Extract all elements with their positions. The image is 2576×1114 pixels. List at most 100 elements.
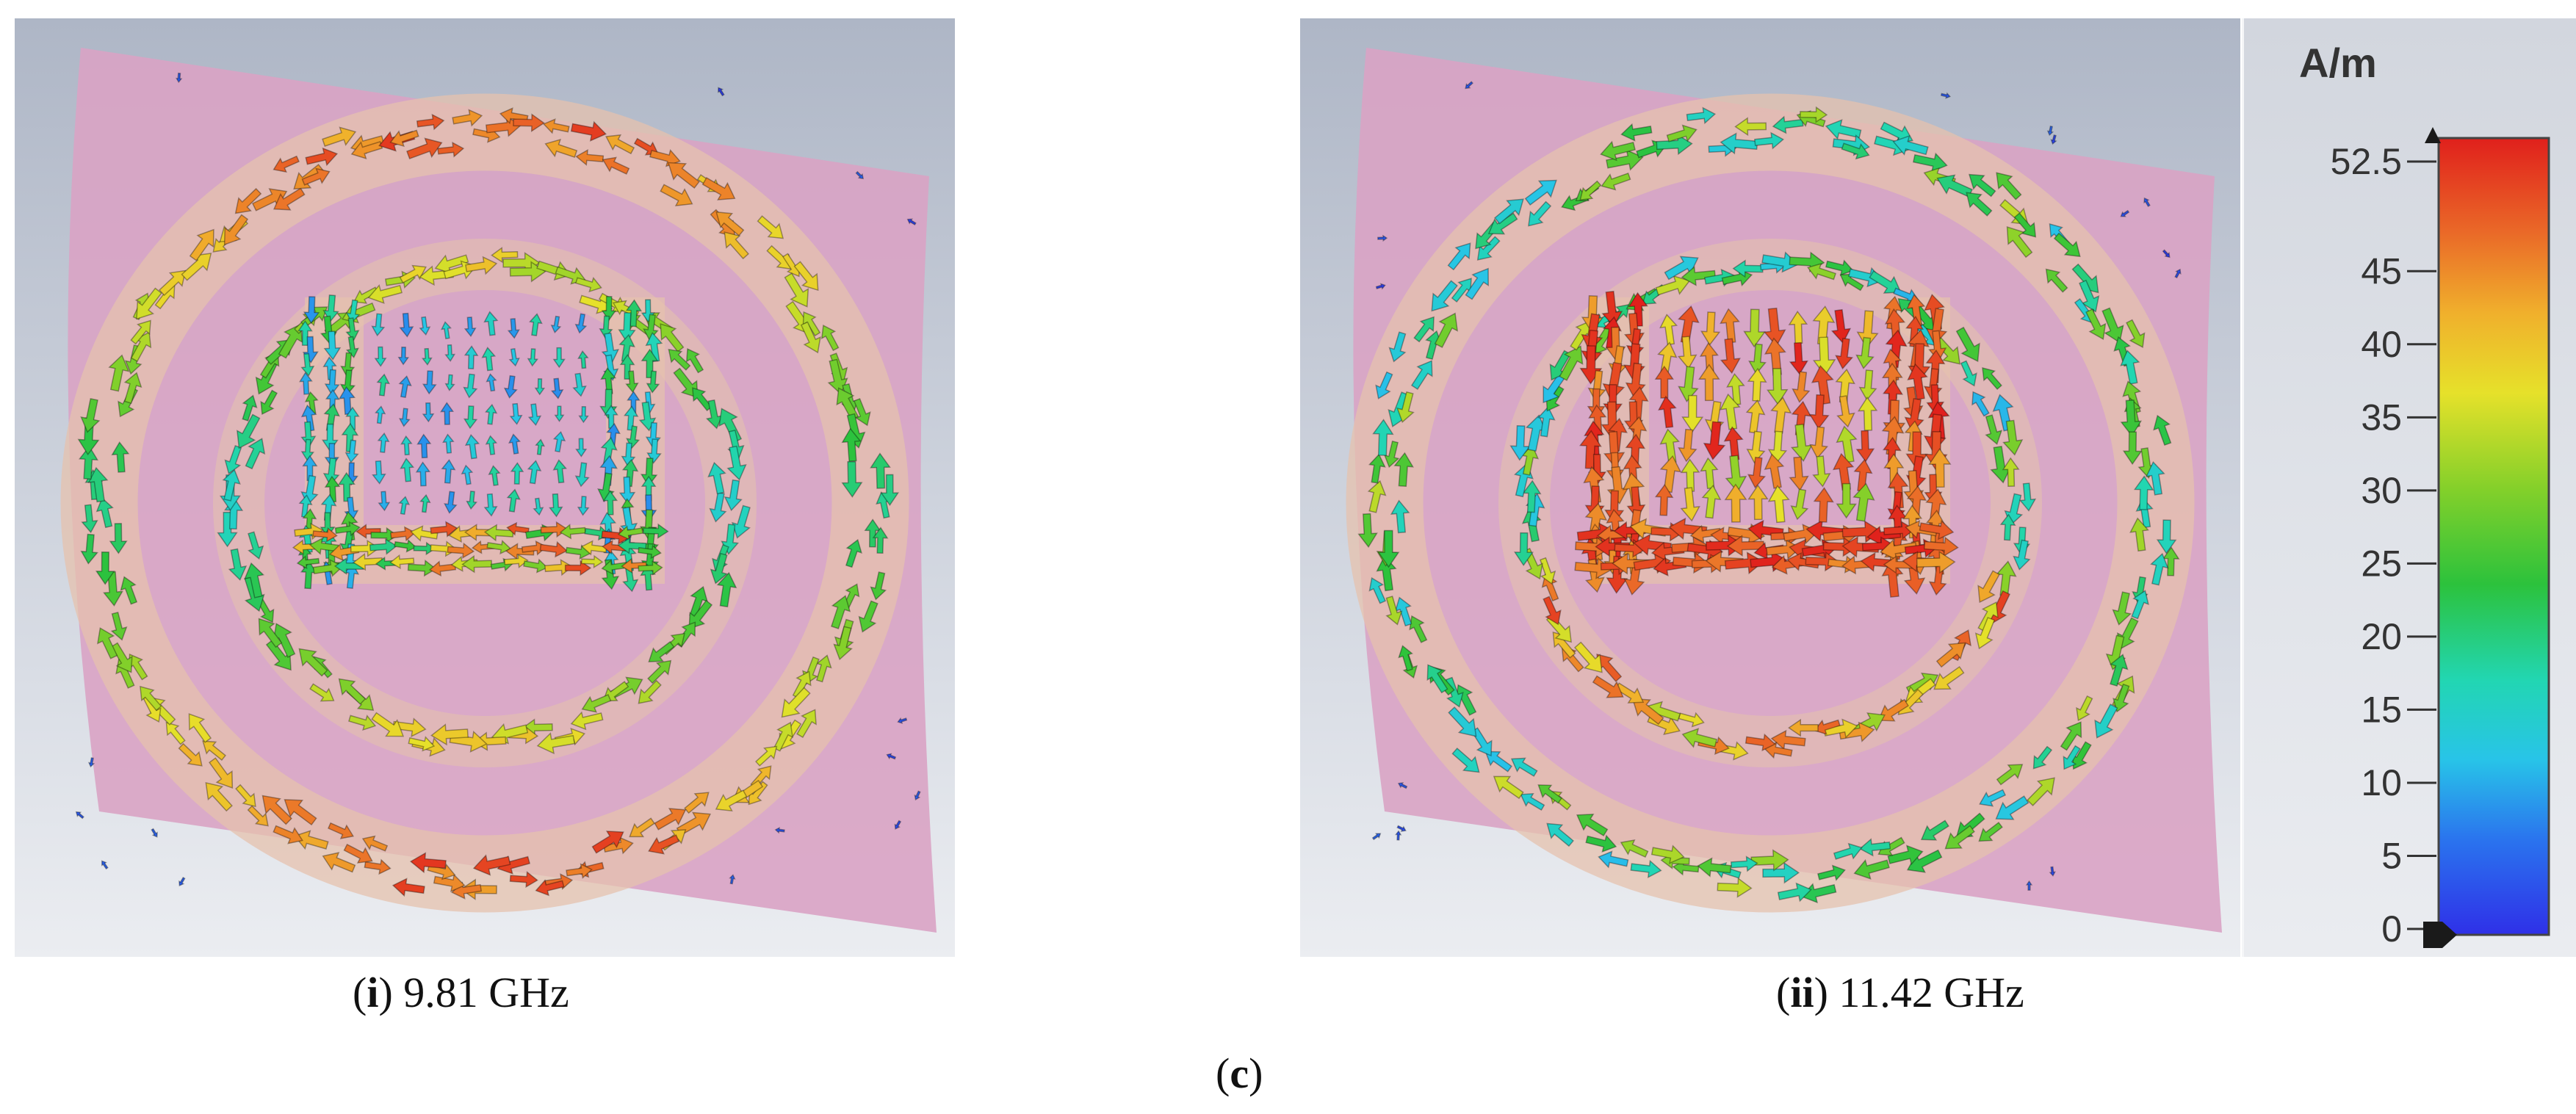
current-arrow bbox=[1484, 750, 1512, 773]
current-arrow bbox=[140, 685, 162, 712]
max-marker-icon[interactable] bbox=[2425, 127, 2441, 143]
min-marker-icon[interactable] bbox=[2423, 922, 2457, 948]
current-arrow bbox=[549, 493, 563, 518]
current-arrow bbox=[1545, 614, 1572, 643]
current-arrow bbox=[205, 781, 233, 812]
current-arrow bbox=[389, 129, 419, 148]
current-arrow bbox=[640, 457, 658, 487]
current-arrow bbox=[2049, 866, 2056, 877]
current-arrow bbox=[2112, 591, 2132, 626]
current-arrow bbox=[643, 314, 659, 341]
current-arrow bbox=[1703, 421, 1726, 460]
current-arrow bbox=[273, 155, 300, 173]
current-arrow bbox=[1539, 557, 1556, 585]
current-arrow bbox=[1906, 294, 1926, 328]
current-arrow bbox=[1745, 399, 1766, 434]
current-arrow bbox=[646, 370, 660, 394]
current-arrow bbox=[427, 863, 456, 880]
current-arrow bbox=[731, 504, 751, 539]
current-arrow bbox=[833, 626, 853, 661]
figure-label: (c) bbox=[1216, 1049, 1263, 1097]
current-arrow bbox=[1830, 308, 1852, 344]
current-arrow bbox=[544, 559, 574, 576]
current-arrow bbox=[1726, 372, 1745, 405]
current-arrow bbox=[1681, 728, 1718, 748]
legend-tick-label: 5 bbox=[2381, 835, 2402, 876]
current-arrow bbox=[1431, 280, 1458, 312]
current-arrow bbox=[440, 321, 452, 340]
current-arrow bbox=[1978, 821, 2003, 842]
current-arrow bbox=[648, 834, 680, 855]
current-arrow bbox=[1451, 278, 1472, 303]
legend-tick-label: 20 bbox=[2361, 616, 2402, 657]
current-arrow bbox=[1375, 283, 1386, 290]
current-arrow bbox=[1705, 550, 1744, 573]
current-arrow bbox=[2162, 546, 2180, 576]
current-arrow bbox=[880, 474, 900, 507]
current-arrow bbox=[463, 405, 478, 430]
current-arrow bbox=[566, 863, 593, 879]
current-arrow bbox=[488, 465, 501, 486]
caption-panel-i: (i) 9.81 GHz bbox=[353, 969, 569, 1016]
current-arrow bbox=[463, 345, 479, 369]
current-arrow bbox=[284, 799, 317, 826]
current-arrow bbox=[577, 496, 590, 516]
current-arrow bbox=[430, 723, 469, 746]
current-arrow bbox=[178, 876, 186, 887]
current-arrow bbox=[1698, 364, 1720, 402]
current-arrow bbox=[1678, 712, 1705, 728]
current-arrow bbox=[1398, 645, 1414, 672]
current-arrow bbox=[407, 559, 437, 577]
current-arrow bbox=[1587, 369, 1606, 402]
current-arrow bbox=[2006, 226, 2033, 258]
current-arrow bbox=[509, 261, 546, 283]
current-arrow bbox=[2122, 431, 2143, 466]
current-arrow bbox=[1592, 675, 1624, 698]
current-arrow bbox=[602, 156, 630, 175]
current-arrow bbox=[1747, 367, 1767, 402]
current-arrow bbox=[247, 805, 269, 827]
current-arrow bbox=[1368, 453, 1386, 484]
current-arrow bbox=[485, 435, 498, 455]
current-arrow bbox=[1935, 642, 1966, 668]
current-arrow bbox=[800, 321, 821, 354]
current-arrow bbox=[178, 742, 203, 767]
current-arrow bbox=[1887, 471, 1909, 509]
current-arrow bbox=[872, 527, 889, 554]
current-arrow bbox=[1811, 364, 1834, 405]
current-arrow bbox=[444, 374, 455, 391]
current-arrow bbox=[2162, 249, 2171, 258]
current-arrow bbox=[648, 640, 675, 662]
current-arrow bbox=[1546, 822, 1574, 847]
current-arrow bbox=[1916, 551, 1956, 574]
current-arrow bbox=[504, 554, 529, 569]
current-arrow bbox=[2060, 721, 2082, 751]
current-arrow bbox=[1767, 367, 1789, 405]
current-arrow bbox=[1543, 596, 1562, 626]
current-arrow bbox=[1520, 444, 1540, 476]
current-arrow bbox=[1723, 426, 1744, 461]
current-arrow bbox=[322, 457, 340, 486]
current-arrow bbox=[1788, 718, 1819, 737]
current-arrow bbox=[120, 576, 138, 605]
current-arrow bbox=[2174, 268, 2182, 279]
current-arrow bbox=[324, 475, 341, 503]
current-arrow bbox=[416, 113, 445, 131]
current-arrow bbox=[408, 736, 436, 752]
current-arrow bbox=[617, 525, 643, 540]
current-arrow bbox=[1805, 551, 1840, 572]
current-arrow bbox=[2110, 654, 2129, 687]
current-arrow bbox=[1525, 414, 1547, 452]
current-arrow bbox=[668, 349, 691, 371]
current-arrow bbox=[1960, 360, 1977, 387]
legend-unit: A/m bbox=[2299, 40, 2377, 86]
current-arrow bbox=[1766, 539, 1802, 560]
current-arrow bbox=[1763, 307, 1786, 347]
current-arrow bbox=[1672, 551, 1710, 574]
current-arrow bbox=[483, 493, 498, 517]
current-arrow bbox=[1919, 519, 1955, 540]
current-arrow bbox=[1839, 721, 1875, 742]
current-arrow bbox=[1434, 312, 1458, 348]
current-arrow bbox=[129, 653, 148, 681]
current-arrow bbox=[1513, 532, 1534, 567]
